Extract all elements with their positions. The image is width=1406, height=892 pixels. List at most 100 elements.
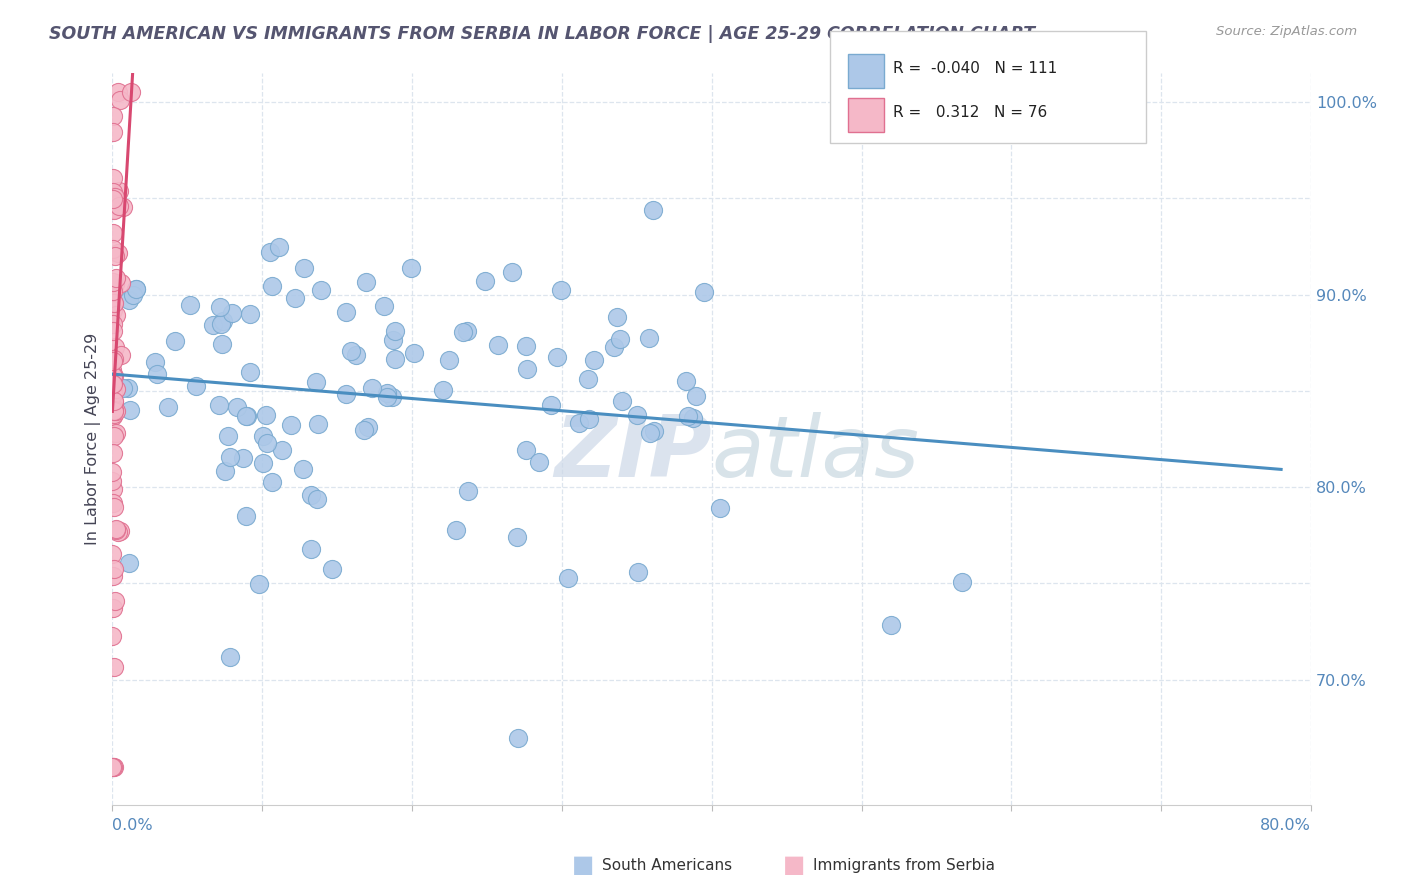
Point	[101, 284, 124, 298]
Point	[267, 240, 290, 254]
Point	[120, 403, 142, 417]
Point	[675, 374, 697, 388]
Point	[101, 317, 124, 331]
Point	[474, 274, 496, 288]
Point	[103, 759, 125, 773]
Point	[103, 171, 125, 186]
Point	[103, 202, 125, 217]
Point	[384, 324, 406, 338]
Point	[260, 475, 283, 490]
Text: Immigrants from Serbia: Immigrants from Serbia	[813, 858, 994, 872]
Point	[108, 199, 131, 213]
Point	[103, 395, 125, 409]
Point	[219, 650, 242, 665]
Point	[105, 403, 128, 417]
Point	[104, 271, 127, 285]
Point	[101, 474, 124, 488]
Point	[515, 442, 537, 457]
Point	[103, 660, 125, 674]
Point	[120, 85, 142, 99]
Point	[626, 408, 648, 422]
Point	[709, 501, 731, 516]
Point	[101, 759, 124, 773]
Point	[506, 530, 529, 544]
Point	[384, 351, 406, 366]
Point	[184, 378, 207, 392]
Point	[111, 200, 134, 214]
Point	[284, 291, 307, 305]
Point	[101, 226, 124, 240]
Point	[103, 296, 125, 310]
Point	[103, 446, 125, 460]
Point	[101, 569, 124, 583]
Point	[550, 283, 572, 297]
Point	[682, 410, 704, 425]
Point	[103, 429, 125, 443]
Point	[101, 185, 124, 199]
Point	[101, 425, 124, 440]
Point	[678, 409, 700, 423]
Text: South Americans: South Americans	[602, 858, 733, 872]
Point	[146, 367, 169, 381]
Point	[610, 394, 633, 409]
Point	[101, 495, 124, 509]
Point	[540, 398, 562, 412]
Point	[112, 381, 135, 395]
Point	[583, 353, 606, 368]
Point	[103, 403, 125, 417]
Point	[125, 282, 148, 296]
Point	[101, 759, 124, 773]
Point	[103, 394, 125, 409]
Point	[104, 340, 127, 354]
Point	[117, 380, 139, 394]
Point	[101, 409, 124, 423]
Text: R =  -0.040   N = 111: R = -0.040 N = 111	[893, 61, 1057, 76]
Point	[950, 574, 973, 589]
Point	[121, 288, 143, 302]
Point	[125, 282, 148, 296]
Point	[527, 455, 550, 469]
Point	[101, 368, 124, 383]
Point	[880, 617, 903, 632]
Point	[108, 94, 131, 108]
Point	[643, 424, 665, 438]
Point	[340, 344, 363, 359]
Point	[217, 428, 239, 442]
Point	[105, 425, 128, 440]
Point	[546, 350, 568, 364]
Point	[103, 369, 125, 384]
Point	[103, 482, 125, 496]
Y-axis label: In Labor Force | Age 25-29: In Labor Force | Age 25-29	[86, 333, 101, 545]
Point	[105, 382, 128, 396]
Point	[101, 354, 124, 368]
Point	[103, 192, 125, 206]
Point	[377, 390, 399, 404]
Text: R =   0.312   N = 76: R = 0.312 N = 76	[893, 105, 1047, 120]
Point	[226, 401, 249, 415]
Point	[643, 203, 665, 218]
Point	[254, 409, 277, 423]
Point	[101, 629, 124, 643]
Point	[578, 412, 600, 426]
Point	[101, 376, 124, 391]
Point	[104, 189, 127, 203]
Point	[280, 417, 302, 432]
Point	[179, 298, 201, 312]
Point	[107, 246, 129, 260]
Point	[209, 317, 232, 331]
Point	[101, 275, 124, 289]
Point	[157, 401, 180, 415]
Point	[105, 523, 128, 537]
Point	[354, 275, 377, 289]
Point	[239, 365, 262, 379]
Point	[101, 465, 124, 479]
Point	[101, 352, 124, 367]
Point	[101, 125, 124, 139]
Point	[576, 371, 599, 385]
Point	[107, 184, 129, 198]
Point	[207, 398, 229, 412]
Point	[638, 425, 661, 440]
Point	[214, 464, 236, 478]
Point	[101, 600, 124, 615]
Point	[103, 302, 125, 317]
